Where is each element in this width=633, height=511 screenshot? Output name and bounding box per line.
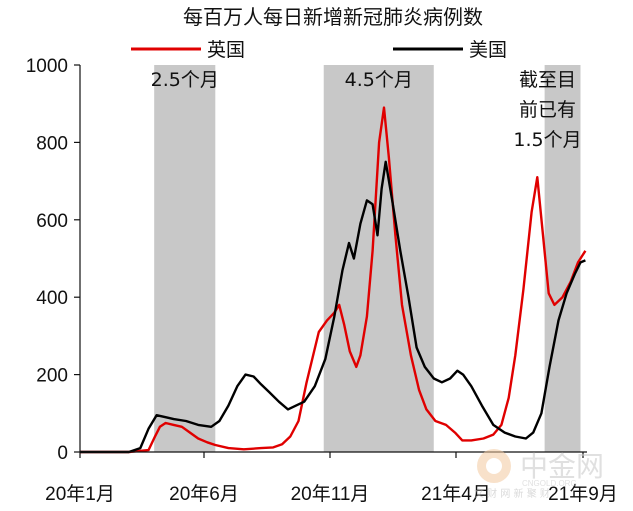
watermark-logo-inner-icon [486,458,502,474]
chart-title: 每百万人每日新增新冠肺炎病例数 [183,5,483,29]
shaded-period-2 [544,65,581,452]
legend: 英国 美国 [131,39,507,61]
y-tick-label-3: 400 [36,288,68,309]
x-tick-label-3: 21年4月 [421,483,491,505]
x-axis: 20年1月 20年6月 20年11月 21年4月 21年9月 [45,452,618,505]
y-tick-label-1: 800 [36,133,68,154]
watermark: 中金网 CNGOLD.ORG 文 财 网 新 聚 财 [474,449,604,500]
legend-label-uk: 英国 [207,39,245,61]
series-lines [80,106,587,454]
y-tick-label-4: 200 [36,366,68,387]
shade-label-2-0: 截至目 [519,69,576,91]
shaded-period-1 [323,65,434,452]
shaded-period-0 [154,65,216,452]
shaded-periods [154,65,581,452]
x-tick-label-1: 20年6月 [169,483,239,505]
watermark-brand: 中金网 [520,450,604,483]
x-tick-label-2: 20年11月 [291,483,370,505]
y-tick-label-2: 600 [36,211,68,232]
series-line-0 [80,106,587,454]
shade-label-1-0: 4.5个月 [345,69,413,91]
x-tick-label-4: 21年9月 [548,483,618,505]
legend-label-us: 美国 [469,39,507,61]
watermark-sub2: 文 财 网 新 聚 财 [474,487,550,500]
y-tick-label-0: 1000 [26,56,68,77]
shade-label-0-0: 2.5个月 [151,69,219,91]
y-tick-label-5: 0 [57,443,68,464]
x-tick-label-0: 20年1月 [45,483,115,505]
watermark-sub: CNGOLD.ORG [522,479,577,488]
shade-label-2-2: 1.5个月 [513,129,581,151]
series-line-1 [80,160,586,454]
y-axis: 1000 800 600 400 200 0 [26,56,80,464]
shade-label-2-1: 前已有 [519,99,576,121]
